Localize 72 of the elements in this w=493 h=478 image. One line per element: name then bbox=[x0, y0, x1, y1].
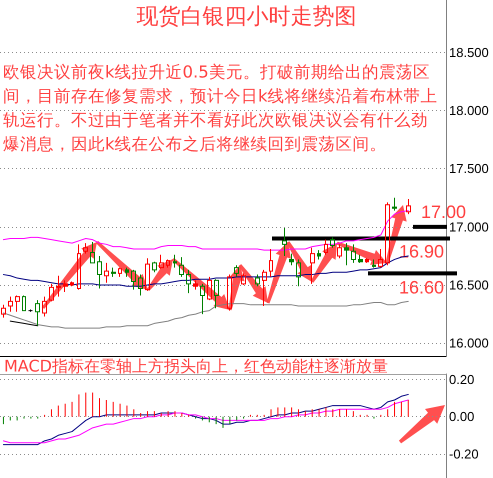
candlestick bbox=[269, 248, 273, 278]
candlestick bbox=[324, 239, 328, 256]
candlestick bbox=[262, 269, 267, 306]
y-tick-label: 18.500 bbox=[449, 44, 489, 60]
candlestick bbox=[344, 242, 349, 266]
candlestick bbox=[22, 295, 26, 312]
ref-line-label: 16.90 bbox=[398, 241, 444, 262]
candlestick bbox=[358, 254, 363, 264]
candlestick bbox=[234, 264, 239, 278]
chart-title: 现货白银四小时走势图 bbox=[136, 4, 356, 30]
candlestick bbox=[241, 272, 246, 286]
candlestick bbox=[337, 244, 342, 259]
ref-line-label: 16.60 bbox=[398, 277, 444, 298]
candlestick bbox=[42, 296, 47, 317]
candlestick bbox=[131, 269, 136, 290]
candlestick bbox=[138, 274, 143, 296]
y-tick-label: 17.000 bbox=[449, 219, 489, 234]
candlestick bbox=[152, 261, 157, 273]
chart-title: MACD指标在零轴上方拐头向上，红色动能柱逐渐放量 bbox=[4, 356, 388, 376]
candlestick bbox=[351, 244, 356, 264]
candlestick bbox=[296, 258, 301, 287]
candlestick bbox=[77, 244, 81, 290]
candlestick bbox=[97, 255, 102, 290]
candlestick bbox=[392, 197, 397, 212]
candlestick bbox=[28, 308, 33, 312]
y-tick-label: 17.500 bbox=[449, 161, 489, 176]
line-series bbox=[2, 394, 409, 446]
candlestick bbox=[385, 202, 390, 266]
candlestick bbox=[49, 283, 54, 302]
candlestick bbox=[317, 250, 321, 260]
y-tick-label: 16.500 bbox=[449, 278, 489, 293]
candlestick bbox=[200, 283, 205, 315]
candlestick bbox=[365, 258, 369, 264]
candlestick bbox=[90, 241, 95, 264]
y-tick-label: 0.00 bbox=[449, 409, 474, 424]
y-tick-label: 18.000 bbox=[449, 103, 489, 118]
candlestick bbox=[70, 281, 74, 287]
candlestick bbox=[118, 267, 122, 278]
candlestick bbox=[282, 228, 287, 256]
y-tick-label: 0.20 bbox=[449, 372, 474, 388]
y-tick-label: -0.20 bbox=[449, 446, 479, 462]
candlestick bbox=[35, 300, 40, 326]
candlestick bbox=[111, 267, 116, 278]
line-series bbox=[2, 300, 409, 329]
candlestick bbox=[289, 253, 294, 266]
candlestick bbox=[372, 258, 376, 268]
candlestick bbox=[207, 276, 212, 301]
candlestick bbox=[193, 280, 198, 290]
candlestick bbox=[166, 258, 170, 268]
candlestick bbox=[255, 274, 260, 287]
candlestick bbox=[227, 274, 232, 312]
annotation: 欧银决议前夜k线拉升近0.5美元。打破前期给出的震荡区间，目前存在修复需求，预计今日k线将继续沿着布林带上轨运行。不过由于笔者并不看好此次欧银决议会有什么劲爆消息，因此k线在公布之后将继续回到震荡区间。 bbox=[3, 62, 438, 154]
candlestick bbox=[56, 275, 61, 298]
line-series bbox=[2, 400, 409, 444]
candlestick bbox=[310, 247, 315, 284]
candlestick bbox=[406, 198, 411, 215]
candlestick bbox=[63, 280, 68, 293]
candlestick bbox=[8, 296, 13, 312]
candlestick bbox=[173, 254, 177, 268]
candlestick bbox=[179, 256, 184, 278]
candlestick bbox=[214, 278, 219, 309]
candlestick bbox=[83, 242, 88, 254]
candlestick bbox=[1, 304, 6, 318]
candlestick bbox=[15, 295, 20, 312]
y-tick-label: 16.000 bbox=[449, 336, 489, 351]
candlestick bbox=[330, 236, 335, 248]
candlestick bbox=[378, 248, 383, 268]
candlestick bbox=[186, 269, 191, 294]
candlestick bbox=[159, 254, 164, 270]
candlestick bbox=[145, 258, 150, 292]
candlestick bbox=[104, 262, 109, 284]
candlestick bbox=[125, 267, 129, 278]
